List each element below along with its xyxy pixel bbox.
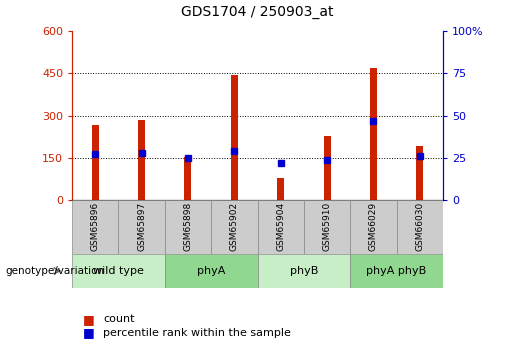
- Text: phyA phyB: phyA phyB: [367, 266, 426, 276]
- Bar: [258, 254, 350, 288]
- Bar: [304, 200, 350, 254]
- Bar: [350, 200, 397, 254]
- Bar: [211, 200, 258, 254]
- Bar: [258, 200, 304, 254]
- Text: GDS1704 / 250903_at: GDS1704 / 250903_at: [181, 5, 334, 19]
- Text: ■: ■: [82, 326, 94, 339]
- Text: percentile rank within the sample: percentile rank within the sample: [103, 328, 291, 338]
- Text: wild type: wild type: [93, 266, 144, 276]
- Bar: [416, 146, 423, 200]
- Bar: [165, 200, 211, 254]
- Bar: [92, 126, 99, 200]
- Text: GSM65902: GSM65902: [230, 202, 239, 252]
- Text: GSM65896: GSM65896: [91, 202, 100, 252]
- Text: genotype/variation: genotype/variation: [5, 266, 104, 276]
- Text: ■: ■: [82, 313, 94, 326]
- Text: GSM66030: GSM66030: [415, 202, 424, 252]
- Bar: [323, 136, 331, 200]
- Text: phyA: phyA: [197, 266, 226, 276]
- Bar: [184, 157, 192, 200]
- Bar: [118, 200, 165, 254]
- Bar: [165, 254, 258, 288]
- Bar: [277, 178, 284, 200]
- Text: GSM66029: GSM66029: [369, 202, 378, 252]
- Bar: [72, 200, 118, 254]
- Text: GSM65904: GSM65904: [276, 202, 285, 252]
- Text: count: count: [103, 314, 134, 324]
- Bar: [231, 75, 238, 200]
- Bar: [72, 254, 165, 288]
- Text: phyB: phyB: [289, 266, 318, 276]
- Text: GSM65910: GSM65910: [322, 202, 332, 252]
- Bar: [397, 200, 443, 254]
- Bar: [370, 68, 377, 200]
- Bar: [138, 120, 145, 200]
- Text: GSM65898: GSM65898: [183, 202, 193, 252]
- Bar: [350, 254, 443, 288]
- Text: GSM65897: GSM65897: [137, 202, 146, 252]
